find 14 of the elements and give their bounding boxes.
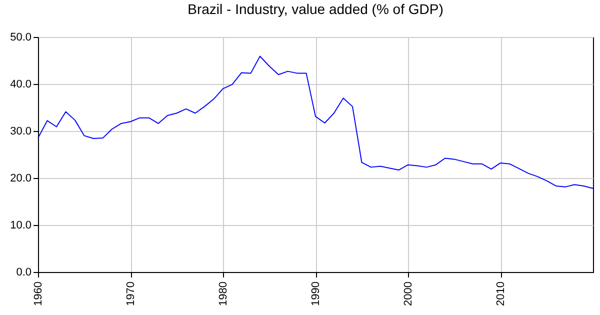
x-tick-label: 2000	[402, 282, 414, 306]
x-tick-label: 1960	[32, 282, 44, 306]
y-tick-label: 20.0	[10, 172, 32, 184]
x-tick-label: 2010	[495, 282, 507, 306]
x-tick-label: 1970	[125, 282, 137, 306]
chart-title: Brazil - Industry, value added (% of GDP)	[188, 1, 444, 17]
y-tick-label: 0.0	[16, 266, 32, 278]
y-tick-label: 10.0	[10, 220, 32, 232]
x-tick-label: 1980	[218, 282, 230, 306]
y-tick-label: 30.0	[10, 126, 32, 138]
x-tick-label: 1990	[310, 282, 322, 306]
y-tick-label: 40.0	[10, 78, 32, 90]
y-tick-label: 50.0	[10, 32, 32, 44]
line-series	[38, 56, 594, 189]
